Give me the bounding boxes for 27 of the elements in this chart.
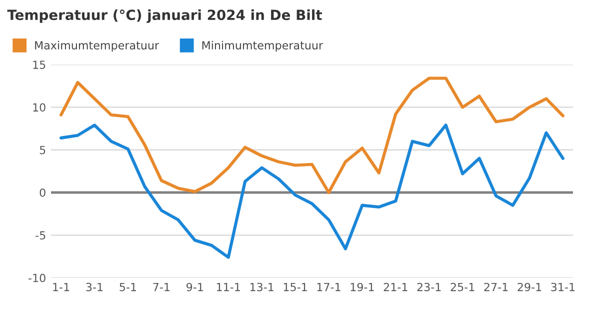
x-tick-label: 13-1 (250, 282, 274, 292)
y-tick-label: 0 (40, 188, 46, 197)
y-tick-label: 10 (33, 103, 46, 112)
x-tick-label: 17-1 (317, 282, 340, 292)
y-tick-label: -5 (36, 231, 46, 240)
x-tick-label: 31-1 (551, 282, 575, 292)
y-tick-label: -10 (28, 274, 46, 282)
legend-label: Maximumtemperatuur (35, 40, 160, 52)
x-tick-label: 21-1 (384, 282, 408, 292)
x-tick-label: 15-1 (284, 282, 307, 292)
x-tick-label: 7-1 (153, 282, 170, 292)
x-tick-label: 25-1 (450, 282, 474, 292)
x-tick-label: 11-1 (216, 282, 240, 292)
x-tick-label: 5-1 (120, 282, 136, 292)
x-tick-label: 23-1 (417, 282, 441, 292)
x-tick-label: 19-1 (350, 282, 374, 292)
chart-title: Temperatuur (°C) januari 2024 in De Bilt (7, 9, 322, 23)
x-tick-label: 1-1 (53, 282, 70, 292)
y-tick-label: 5 (40, 146, 46, 154)
x-tick-label: 9-1 (186, 282, 203, 292)
y-tick-label: 15 (33, 60, 46, 69)
x-tick-label: 27-1 (484, 282, 508, 292)
x-tick-label: 3-1 (86, 282, 103, 292)
x-tick-label: 29-1 (518, 282, 542, 292)
line-series (60, 76, 564, 194)
line-series (60, 124, 564, 259)
legend-label: Minimumtemperatuur (202, 40, 324, 52)
